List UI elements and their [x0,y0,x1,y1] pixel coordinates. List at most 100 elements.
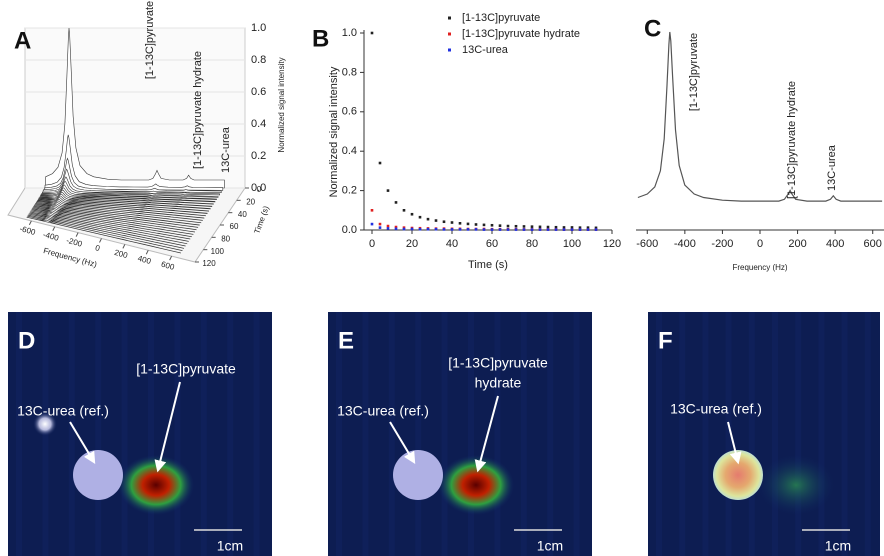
x-tick-label: -400 [42,230,60,243]
data-point [498,224,502,227]
data-point [546,228,550,231]
legend-marker [448,48,451,52]
image-texture [748,312,755,556]
x-tick [169,255,173,261]
data-point [386,227,390,230]
data-point [458,228,462,231]
y-tick-label: 0.0 [342,224,357,236]
data-point [402,226,406,229]
spectrum-trace [35,200,203,221]
panel-letter: F [658,327,673,354]
legend-marker [448,16,451,20]
data-point [594,228,598,231]
data-point [394,225,398,229]
image-background [8,312,272,556]
data-point [578,226,582,229]
data-point [458,222,462,225]
reference-phantom [713,450,763,500]
x-axis-label: Time (s) [468,259,508,271]
spectrum-trace [31,208,194,235]
data-point [370,222,374,226]
signal-spot [118,455,194,515]
spectrum-trace [33,206,197,231]
arrow [69,421,96,465]
spectrum-trace [42,176,219,198]
spectrum-trace [35,202,202,224]
y-tick-label: 60 [230,222,239,231]
arrow [154,381,181,473]
data-point [442,220,446,224]
arrow [389,421,416,465]
data-point [442,228,446,231]
y-axis-label: Normalized signal intensity [328,66,340,197]
image-texture [656,312,662,556]
image-texture [148,312,154,556]
data-point [570,226,574,229]
spectrum-trace [28,213,186,247]
legend-label: [1-13C]pyruvate [462,12,540,24]
image-texture [253,312,260,556]
y-tick-label: 0.6 [342,106,357,118]
spectrum-trace [41,184,216,203]
panel-letter: E [338,327,354,354]
x-tick-label: -200 [65,236,83,249]
image-texture [174,312,181,556]
x-tick [145,250,149,255]
legend-label: 13C-urea [462,44,509,56]
spectrum-trace [41,180,217,200]
spectrum-trace [40,187,214,205]
spectrum-trace [37,195,208,214]
data-point [522,225,526,228]
image-texture [818,312,825,556]
image-texture [864,312,871,556]
image-panel: 13C-urea (ref.) F 1cm [648,312,880,556]
y-tick-label: 0.2 [342,185,357,197]
spectrum-trace [39,191,211,210]
image-texture [68,312,75,556]
image-texture [227,312,234,556]
reference-phantom [73,450,123,500]
spectrum-trace [27,214,185,249]
image-texture [547,312,554,556]
x-axis-label: Frequency (Hz) [42,246,98,269]
arrow [474,395,499,473]
z-axis-label: Normalized signal intensity [277,57,286,152]
z-tick-label: 0.0 [251,182,266,194]
signal-spot [758,455,834,515]
scale-label: 1cm [825,538,851,554]
x-tick-label: -600 [19,224,37,237]
image-texture [16,312,22,556]
data-point [514,228,518,231]
signal-spot [438,455,514,515]
data-point [394,201,398,204]
panel-letter: D [18,327,35,354]
image-texture [772,312,778,556]
x-tick-label: 400 [826,238,844,250]
data-point [474,223,478,226]
data-point [562,226,566,229]
x-tick-label: -400 [674,238,696,250]
image-annotation: hydrate [475,375,522,391]
data-point [474,228,478,231]
data-point [386,189,390,192]
panel-letter: C [644,15,661,42]
data-point [378,226,382,229]
legend-label: [1-13C]pyruvate hydrate [462,28,580,40]
x-tick-label: -600 [636,238,658,250]
x-tick-label: 100 [563,238,581,250]
spectrum-trace [29,212,188,245]
y-tick-label: 0 [257,185,262,194]
x-tick-label: 40 [446,238,458,250]
image-annotation: 13C-urea (ref.) [337,403,429,419]
data-point [402,209,406,212]
data-point [490,223,494,227]
y-tick-label: 0.4 [342,145,357,157]
data-point [506,228,510,231]
data-point [378,222,382,226]
x-tick-label: 0 [369,238,375,250]
y-tick-label: 120 [202,259,216,268]
x-tick-label: 600 [160,260,176,272]
image-texture [702,312,709,556]
peak-label: 13C-urea [826,144,838,191]
